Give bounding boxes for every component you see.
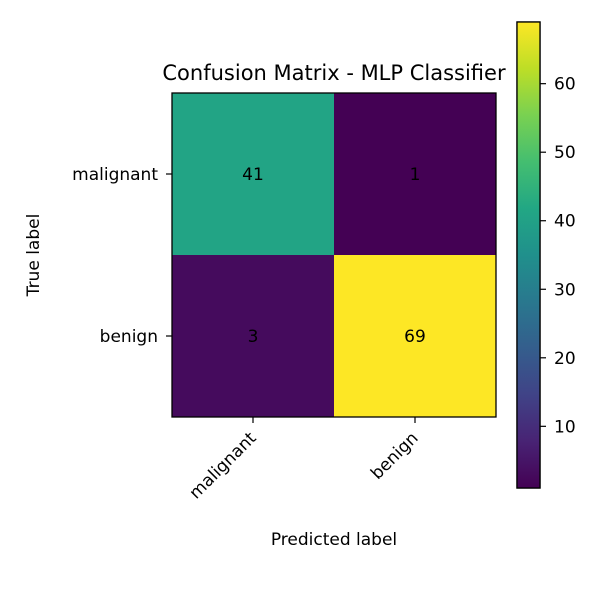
heatmap-cell	[172, 255, 335, 418]
y-tick-label: malignant	[72, 165, 158, 185]
cell-value-label: 1	[410, 165, 421, 185]
colorbar-tick-label: 20	[554, 349, 576, 369]
colorbar-tick-label: 30	[554, 280, 576, 300]
chart-title: Confusion Matrix - MLP Classifier	[162, 61, 506, 85]
plot-frame	[171, 92, 497, 418]
x-axis-label: Predicted label	[271, 530, 397, 550]
x-tick-label: malignant	[186, 428, 261, 503]
heatmap-cells	[172, 93, 497, 418]
y-tick-label: benign	[100, 327, 158, 347]
colorbar-tick-label: 50	[554, 143, 576, 163]
cell-value-label: 69	[404, 327, 426, 347]
cell-value-label: 3	[248, 327, 259, 347]
x-axis-ticks: malignant benign	[186, 417, 423, 503]
cell-value-labels: 41 1 3 69	[242, 165, 426, 347]
colorbar-tick-label: 10	[554, 417, 576, 437]
heatmap-cell	[172, 93, 335, 256]
colorbar-ticks: 10 20 30 40 50 60	[540, 75, 576, 437]
colorbar-tick-label: 40	[554, 212, 576, 232]
cell-value-label: 41	[242, 165, 264, 185]
heatmap-cell	[334, 93, 497, 256]
heatmap-cell	[334, 255, 497, 418]
colorbar-tick-label: 60	[554, 75, 576, 95]
colorbar-overlay	[516, 21, 541, 489]
y-axis-ticks: malignant benign	[72, 165, 172, 347]
x-tick-label: benign	[367, 428, 422, 483]
y-axis-label: True label	[24, 214, 44, 298]
